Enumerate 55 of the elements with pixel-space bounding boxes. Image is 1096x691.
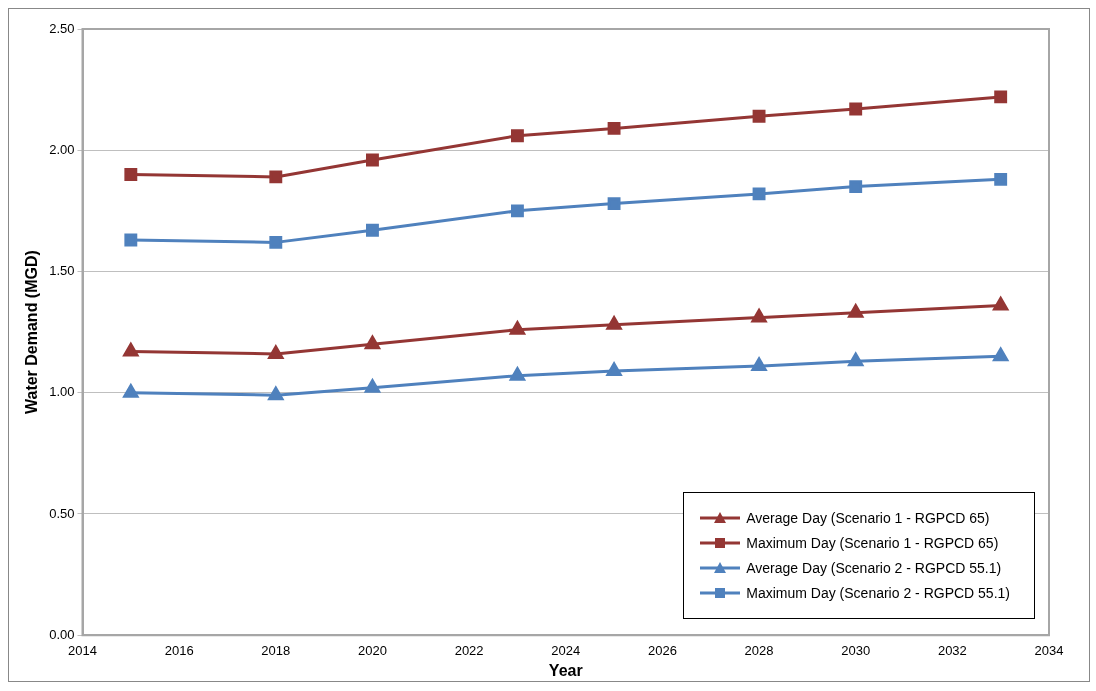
point <box>606 316 622 330</box>
x-tick-label: 2024 <box>551 642 581 658</box>
point <box>123 384 139 398</box>
x-tick-label: 2014 <box>68 642 97 658</box>
x-tick-label: 2022 <box>454 642 484 658</box>
y-tick-label: 0.00 <box>49 626 75 642</box>
point <box>993 296 1009 311</box>
x-tick-label: 2018 <box>261 642 291 658</box>
point <box>268 345 284 359</box>
point <box>124 233 138 247</box>
point <box>366 153 379 167</box>
point <box>849 180 863 194</box>
y-tick-label: 2.50 <box>49 20 75 36</box>
point <box>993 347 1009 362</box>
legend-label: Maximum Day (Scenario 1 - RGPCD 65) <box>746 535 999 551</box>
x-tick-label: 2030 <box>841 642 871 658</box>
y-tick-label: 2.00 <box>49 141 75 157</box>
point <box>364 379 381 393</box>
x-axis-title: Year <box>548 661 583 679</box>
point <box>510 129 524 143</box>
x-tick-label: 2028 <box>744 642 774 658</box>
x-tick-label: 2026 <box>647 642 677 658</box>
point <box>848 352 864 367</box>
x-tick-label: 2034 <box>1034 642 1064 658</box>
point <box>994 172 1008 186</box>
point <box>752 109 766 123</box>
point <box>751 309 767 323</box>
point <box>607 197 621 211</box>
point <box>510 204 524 218</box>
point <box>607 121 621 135</box>
point <box>124 168 138 181</box>
point <box>994 90 1008 104</box>
legend-label: Average Day (Scenario 1 - RGPCD 65) <box>746 510 990 526</box>
y-axis-title: Water Demand (MGD) <box>23 250 41 415</box>
x-tick-label: 2032 <box>937 642 967 658</box>
point <box>269 235 283 249</box>
point <box>848 304 864 318</box>
point <box>752 187 766 201</box>
point <box>751 357 767 372</box>
point <box>269 170 283 184</box>
x-tick-label: 2020 <box>357 642 387 658</box>
y-tick-label: 1.00 <box>49 384 75 400</box>
legend-label: Maximum Day (Scenario 2 - RGPCD 55.1) <box>746 585 1010 601</box>
point <box>366 223 379 237</box>
y-tick-label: 0.50 <box>49 505 75 521</box>
point <box>123 343 139 357</box>
legend-label: Average Day (Scenario 2 - RGPCD 55.1) <box>746 560 1002 576</box>
x-tick-label: 2016 <box>164 642 194 658</box>
point <box>364 335 381 350</box>
point <box>268 386 284 401</box>
point <box>509 321 525 335</box>
y-tick-label: 1.50 <box>49 263 75 279</box>
point <box>509 367 525 381</box>
point <box>849 102 863 116</box>
point <box>606 362 622 376</box>
